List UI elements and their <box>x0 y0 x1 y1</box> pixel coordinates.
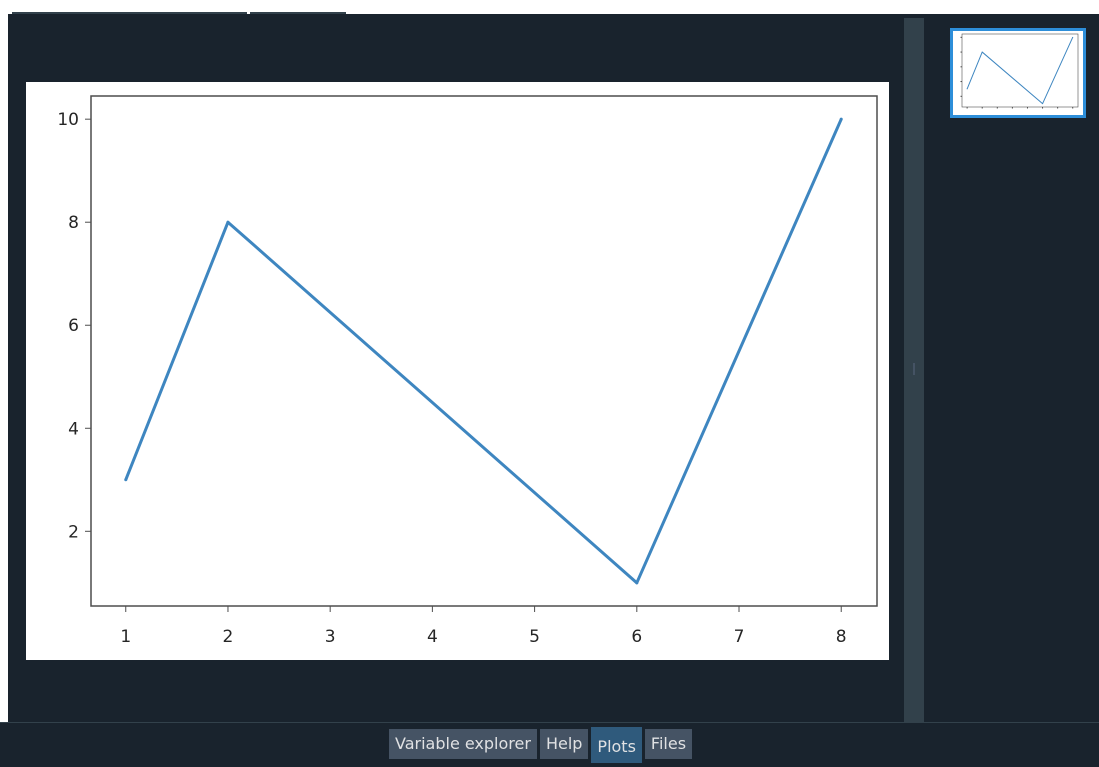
thumb-data-point <box>1042 103 1044 105</box>
x-tick-label: 8 <box>836 627 847 647</box>
y-tick-label: 4 <box>68 419 79 439</box>
pane-splitter[interactable] <box>904 18 924 722</box>
tab-variable-explorer[interactable]: Variable explorer <box>389 729 537 759</box>
data-point <box>124 478 128 482</box>
splitter-grip-icon <box>913 363 915 375</box>
x-tick-label: 6 <box>631 627 642 647</box>
thumb-data-point <box>1072 36 1074 38</box>
data-point <box>226 220 230 224</box>
tab-help[interactable]: Help <box>539 729 589 759</box>
x-tick-label: 7 <box>734 627 745 647</box>
top-strip <box>0 0 1099 16</box>
y-tick-label: 10 <box>57 110 79 130</box>
thumbnail-chart <box>960 33 1079 109</box>
data-point <box>839 117 843 121</box>
tab-plots[interactable]: Plots <box>591 727 642 763</box>
bottom-tab-bar: Variable explorer Help Plots Files <box>0 722 1099 767</box>
line-chart: 1 2 3 4 5 6 7 8 2 4 6 8 10 <box>57 95 878 647</box>
window-edge <box>0 14 8 766</box>
x-tick-label: 3 <box>325 627 336 647</box>
y-tick-label: 2 <box>68 522 79 542</box>
y-tick-label: 8 <box>68 213 79 233</box>
series-line <box>124 118 843 585</box>
thumb-data-point <box>981 51 983 53</box>
thumb-data-point <box>966 88 968 90</box>
tab-files[interactable]: Files <box>644 729 693 759</box>
x-tick-label: 5 <box>529 627 540 647</box>
x-tick-label: 2 <box>223 627 234 647</box>
plot-thumbnail[interactable] <box>950 28 1086 118</box>
x-tick-label: 1 <box>120 627 131 647</box>
data-point <box>635 581 639 585</box>
y-tick-label: 6 <box>68 316 79 336</box>
plot-figure[interactable]: 1 2 3 4 5 6 7 8 2 4 6 8 10 <box>26 82 889 660</box>
thumb-series-line <box>966 37 1074 105</box>
thumb-axes-frame <box>961 33 1079 108</box>
pane-tabs: Variable explorer Help Plots Files <box>389 727 693 763</box>
axes-frame <box>90 95 878 607</box>
thumbnails-pane <box>926 14 1099 722</box>
plots-pane: 1 2 3 4 5 6 7 8 2 4 6 8 10 <box>8 14 904 722</box>
x-tick-label: 4 <box>427 627 438 647</box>
